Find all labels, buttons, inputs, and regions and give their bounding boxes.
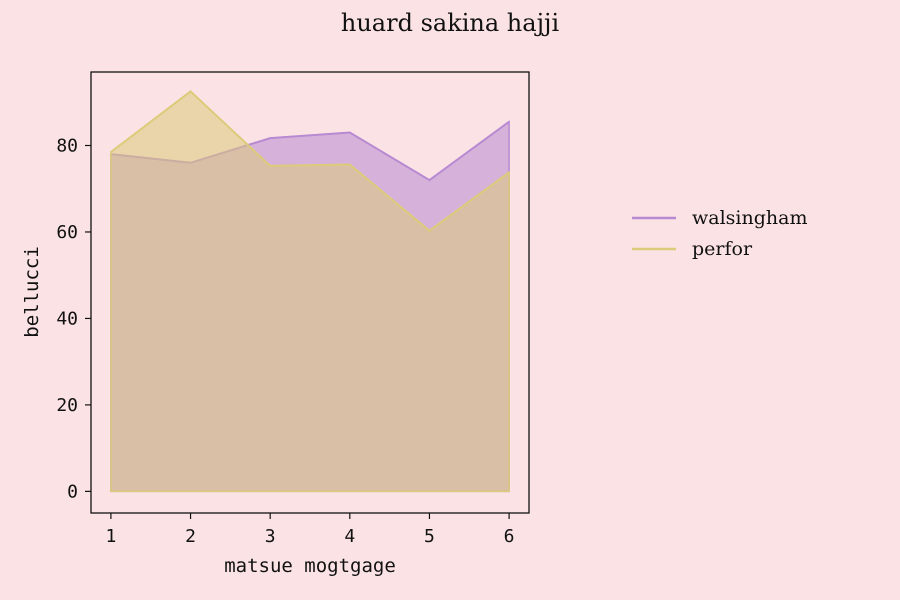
x-tick-label: 6 [504,526,515,547]
x-tick-label: 4 [344,526,355,547]
y-tick-label: 0 [67,481,78,502]
y-tick-label: 40 [56,308,78,329]
x-tick-label: 1 [105,526,116,547]
y-tick-label: 20 [56,395,78,416]
series-line-perfor [110,90,510,232]
x-tick-label: 5 [424,526,435,547]
series-layer [110,90,510,493]
x-tick-label: 3 [265,526,276,547]
y-tick-label: 60 [56,222,78,243]
x-axis-label: matsue mogtgage [224,555,396,577]
plot-frame [90,71,530,514]
y-tick-label: 80 [56,136,78,157]
y-axis-label: bellucci [21,246,43,338]
legend: walsingham perfor [632,207,807,260]
legend-label-walsingham: walsingham [692,207,807,229]
chart-title: huard sakina hajji [341,9,560,37]
x-tick-label: 2 [185,526,196,547]
legend-label-perfor: perfor [692,238,753,260]
